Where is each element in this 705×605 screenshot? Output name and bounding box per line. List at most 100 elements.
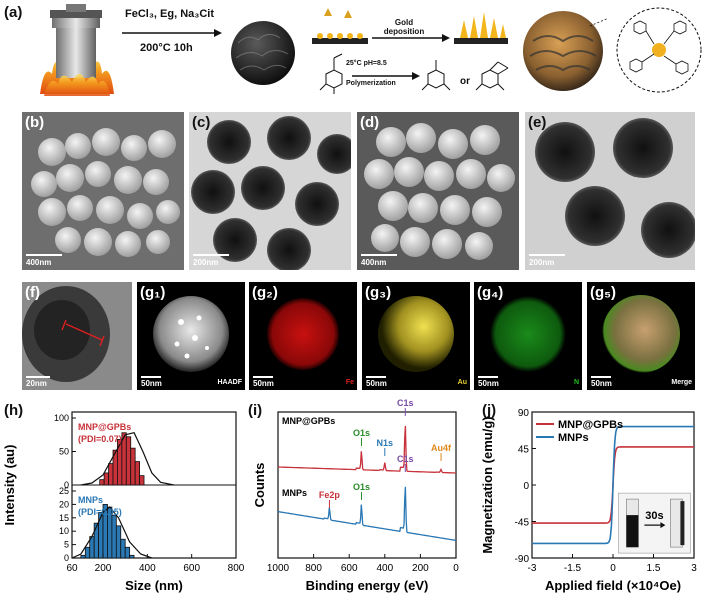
panel-label: (g₃) xyxy=(365,284,392,301)
element-tag: HAADF xyxy=(217,379,243,386)
tem-image-c: (c) 200nm xyxy=(189,112,351,270)
au-map-content xyxy=(378,296,454,372)
histogram-bar xyxy=(120,538,126,559)
scale-bar xyxy=(366,376,386,378)
x-tick-label: 800 xyxy=(305,563,322,574)
scale-bar xyxy=(529,254,565,256)
polymerization-scheme-icon xyxy=(319,53,509,94)
composite-particle-icon xyxy=(523,11,608,91)
panel-label: (b) xyxy=(25,114,45,131)
scale-bar xyxy=(193,254,229,256)
plot-frame xyxy=(277,411,457,559)
n-map-g4: (g₄) 50nm N xyxy=(474,282,582,390)
scale-text: 50nm xyxy=(366,379,387,388)
x-tick-label: -1.5 xyxy=(564,563,582,574)
x-tick-label: 400 xyxy=(139,563,156,574)
scale-text: 50nm xyxy=(141,379,162,388)
size-distribution-chart: 0 50 100 MNP@GPBs (PDI=0.07) 0 5 10 15 20 25 MNPs (P… xyxy=(2,411,245,593)
x-tick-label: 400 xyxy=(376,563,393,574)
series-name: MNP@GPBs xyxy=(78,422,131,432)
element-tag: Fe xyxy=(345,379,354,386)
scale-text: 50nm xyxy=(591,379,612,388)
y-tick-label: 50 xyxy=(59,447,69,457)
x-tick-label: 600 xyxy=(341,563,358,574)
y-axis-label: Intensity (au) xyxy=(2,445,17,526)
n-map-content xyxy=(490,296,566,372)
merge-map-content xyxy=(602,295,680,373)
hrtem-content xyxy=(22,286,110,382)
histogram-bar xyxy=(80,554,86,559)
x-axis-label: Size (nm) xyxy=(125,578,183,593)
histogram-bar xyxy=(139,475,145,486)
histogram-bar xyxy=(134,461,140,486)
gold-deposition-label: Gold deposition xyxy=(383,18,425,36)
histogram-bar xyxy=(125,436,132,486)
autoclave-icon xyxy=(40,4,114,96)
x-tick-label: 1.5 xyxy=(647,563,661,574)
x-tick-label: -3 xyxy=(528,563,537,574)
vial-after-magnet xyxy=(680,501,685,546)
x-tick-label: 800 xyxy=(228,563,245,574)
histogram-bar xyxy=(99,479,105,486)
panel-label: (j) xyxy=(482,402,497,419)
conditions-text: 200°C 10h xyxy=(140,42,193,54)
scale-bar xyxy=(26,254,62,256)
inset-time-label: 30s xyxy=(645,510,663,522)
y-tick-label: 100 xyxy=(54,413,69,423)
y-tick-label: 0 xyxy=(64,480,69,490)
series-name: MNP@GPBs xyxy=(282,416,335,426)
scale-text: 20nm xyxy=(26,379,47,388)
y-axis-label: Magnetization (emu/g) xyxy=(480,416,495,553)
histogram-bar xyxy=(117,439,123,486)
peak-label: Au4f xyxy=(431,443,452,453)
fe-map-g2: (g₂) 50nm Fe xyxy=(249,282,357,390)
sem-image-b: (b) 400nm xyxy=(22,112,184,270)
fit-curve xyxy=(71,506,153,559)
series-name: MNPs xyxy=(78,495,103,505)
y-tick-label: -45 xyxy=(515,518,530,529)
arrow-icon xyxy=(122,29,222,37)
element-tag: N xyxy=(573,379,579,386)
spectrum-line xyxy=(277,486,457,542)
panel-label: (f) xyxy=(25,284,40,301)
y-tick-label: -90 xyxy=(515,554,530,565)
element-tag: Au xyxy=(457,379,467,386)
sem-particles-b xyxy=(31,128,180,257)
panel-a: (a) FeCl₃, Eg, Na₃Cit 200°C 10h xyxy=(0,0,705,100)
magnet-inset: 30s xyxy=(618,492,691,554)
legend-entry: MNPs xyxy=(558,432,589,444)
peak-label: Fe2p xyxy=(319,490,341,500)
panel-label: (g₅) xyxy=(590,284,617,301)
spectrum-line xyxy=(278,425,456,474)
series-pdi: (PDI=0.05) xyxy=(78,507,122,517)
y-tick-label: 90 xyxy=(518,408,530,419)
panel-label: (d) xyxy=(360,114,380,131)
panel-label: (g₄) xyxy=(477,284,504,301)
panel-label: (c) xyxy=(192,114,211,131)
scale-bar xyxy=(478,376,498,378)
poly-step-text: Polymerization xyxy=(346,80,396,87)
y-tick-label: 15 xyxy=(59,513,69,523)
scale-bar xyxy=(141,376,161,378)
scale-text: 50nm xyxy=(478,379,499,388)
scale-bar xyxy=(253,376,273,378)
histogram-bar xyxy=(84,546,91,559)
series-pdi: (PDI=0.07) xyxy=(78,434,122,444)
x-tick-label: 200 xyxy=(412,563,429,574)
peak-label: C1s xyxy=(397,398,414,408)
y-tick-label: 0 xyxy=(523,481,529,492)
panel-label: (h) xyxy=(4,402,24,419)
tem-particles-e xyxy=(535,118,695,258)
panel-label: (g₁) xyxy=(140,284,166,301)
tem-particles-c xyxy=(191,116,351,270)
gold-deposition-icon xyxy=(312,8,508,44)
histogram-bar xyxy=(108,463,114,486)
histogram-bar xyxy=(111,514,117,559)
x-tick-label: 1000 xyxy=(267,563,290,574)
y-tick-label: 45 xyxy=(518,445,530,456)
series-name: MNPs xyxy=(282,488,307,498)
x-tick-label: 0 xyxy=(610,563,616,574)
y-tick-label: 0 xyxy=(64,553,69,563)
